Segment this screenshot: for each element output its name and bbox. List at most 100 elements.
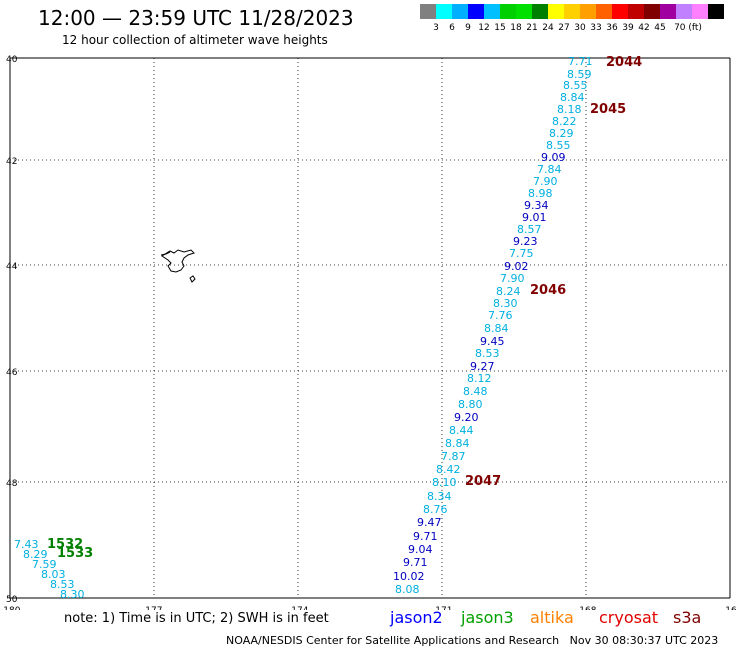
wave-height-label: 9.02 <box>504 260 529 273</box>
colorbar-label: 12 <box>478 23 490 33</box>
satellite-legend-item: jason2 <box>390 608 443 627</box>
colorbar-label: 45 <box>654 23 666 33</box>
wave-height-label: 9.47 <box>417 516 442 529</box>
colorbar-label: 21 <box>526 23 538 33</box>
colorbar-swatch <box>548 4 564 19</box>
wave-height-label: 8.55 <box>546 139 571 152</box>
lon-tick-label: -171 <box>432 606 452 610</box>
colorbar-label: 70 (ft) <box>674 23 702 33</box>
wave-height-label: 10.02 <box>393 570 425 583</box>
wave-height-label: 8.53 <box>50 578 75 591</box>
colorbar-swatch <box>628 4 644 19</box>
lon-tick-label: -180 <box>0 606 21 610</box>
lat-tick-label: 50 <box>6 595 18 605</box>
colorbar-label: 9 <box>465 23 471 33</box>
colorbar-swatch <box>676 4 692 19</box>
altimeter-map: 40 42 44 46 48 50-180 -177 -174 -171 -168 -16 7.71… <box>0 55 737 610</box>
wave-height-label: 7.75 <box>509 247 534 260</box>
wave-height-label: 8.53 <box>475 347 500 360</box>
colorbar-swatch <box>484 4 500 19</box>
pass-time-label: 2044 <box>606 55 642 70</box>
wave-height-label: 9.01 <box>522 211 547 224</box>
page-subtitle: 12 hour collection of altimeter wave hei… <box>62 33 328 47</box>
wave-height-label: 8.84 <box>445 437 470 450</box>
colorbar-swatch <box>660 4 676 19</box>
wave-height-label: 9.45 <box>480 335 505 348</box>
colorbar-swatch <box>516 4 532 19</box>
wave-height-label: 8.44 <box>449 424 474 437</box>
colorbar-swatch <box>644 4 660 19</box>
satellite-legend-item: jason3 <box>461 608 514 627</box>
wave-height-label: 8.57 <box>517 223 542 236</box>
wave-height-label: 8.84 <box>560 91 585 104</box>
map-grid <box>9 57 731 599</box>
wave-height-label: 9.20 <box>454 411 479 424</box>
wave-height-label: 7.59 <box>32 558 57 571</box>
wave-height-label: 7.71 <box>568 55 593 68</box>
colorbar-label: 33 <box>590 23 602 33</box>
colorbar-swatch <box>468 4 484 19</box>
wave-height-label: 8.22 <box>552 115 577 128</box>
wave-height-label: 8.12 <box>467 372 492 385</box>
wave-height-label: 8.48 <box>463 385 488 398</box>
colorbar-swatch <box>692 4 708 19</box>
colorbar-label: 15 <box>494 23 506 33</box>
wave-height-label: 9.04 <box>408 543 433 556</box>
wave-height-label: 8.24 <box>496 285 521 298</box>
page-title: 12:00 — 23:59 UTC 11/28/2023 <box>38 6 354 30</box>
island-outline <box>160 249 196 283</box>
wave-height-label: 7.90 <box>500 272 525 285</box>
wave-height-label: 8.18 <box>557 103 582 116</box>
colorbar-swatch <box>580 4 596 19</box>
wave-height-label: 8.55 <box>563 79 588 92</box>
axis-tick-labels: 40 42 44 46 48 50-180 -177 -174 -171 -168 -16 <box>0 55 737 610</box>
wave-height-label: 9.71 <box>413 530 438 543</box>
lon-tick-label: -16 <box>722 606 737 610</box>
wave-height-label: 8.30 <box>60 588 85 601</box>
pass-time-label: 2046 <box>530 283 566 298</box>
wave-height-label: 7.84 <box>537 163 562 176</box>
credit-line: NOAA/NESDIS Center for Satellite Applica… <box>226 634 719 647</box>
satellite-legend-item: s3a <box>673 608 702 627</box>
colorbar-label: 42 <box>638 23 650 33</box>
lat-tick-label: 40 <box>6 55 18 65</box>
pass-time-label: 2047 <box>465 474 501 489</box>
colorbar-swatch <box>420 4 436 19</box>
wave-height-label: 8.80 <box>458 398 483 411</box>
wave-height-label: 9.27 <box>470 360 495 373</box>
lon-tick-label: -168 <box>576 606 597 610</box>
wave-height-label: 8.42 <box>436 463 461 476</box>
wave-height-label: 8.29 <box>23 548 48 561</box>
footer-note: note: 1) Time is in UTC; 2) SWH is in fe… <box>64 611 329 626</box>
colorbar-swatch <box>596 4 612 19</box>
colorbar-swatch <box>532 4 548 19</box>
colorbar-label: 3 <box>433 23 439 33</box>
wave-height-label: 9.09 <box>541 151 566 164</box>
lat-tick-label: 48 <box>6 479 18 489</box>
lon-tick-label: -177 <box>142 606 162 610</box>
colorbar-label: 18 <box>510 23 522 33</box>
wave-height-label: 9.23 <box>513 235 538 248</box>
wave-height-label: 8.08 <box>395 583 420 596</box>
wave-height-label: 8.10 <box>432 476 457 489</box>
wave-height-label: 8.76 <box>423 503 448 516</box>
lat-tick-label: 44 <box>6 262 18 272</box>
wave-height-label: 7.76 <box>488 309 513 322</box>
colorbar-swatch <box>708 4 724 19</box>
wave-height-label: 7.43 <box>14 538 39 551</box>
wave-height-label: 8.98 <box>528 187 553 200</box>
lon-tick-label: -174 <box>288 606 309 610</box>
colorbar-label: 39 <box>622 23 634 33</box>
colorbar-label: 24 <box>542 23 554 33</box>
wave-height-label: 8.30 <box>493 297 518 310</box>
colorbar-swatch <box>612 4 628 19</box>
colorbar-swatch <box>452 4 468 19</box>
wave-height-label: 8.03 <box>41 568 66 581</box>
colorbar-swatch <box>436 4 452 19</box>
lat-tick-label: 42 <box>6 157 17 167</box>
wave-height-label: 8.59 <box>567 68 592 81</box>
satellite-legend-item: altika <box>530 608 574 627</box>
wave-height-label: 9.34 <box>524 199 549 212</box>
satellite-legend-item: cryosat <box>599 608 659 627</box>
colorbar-label: 6 <box>449 23 455 33</box>
